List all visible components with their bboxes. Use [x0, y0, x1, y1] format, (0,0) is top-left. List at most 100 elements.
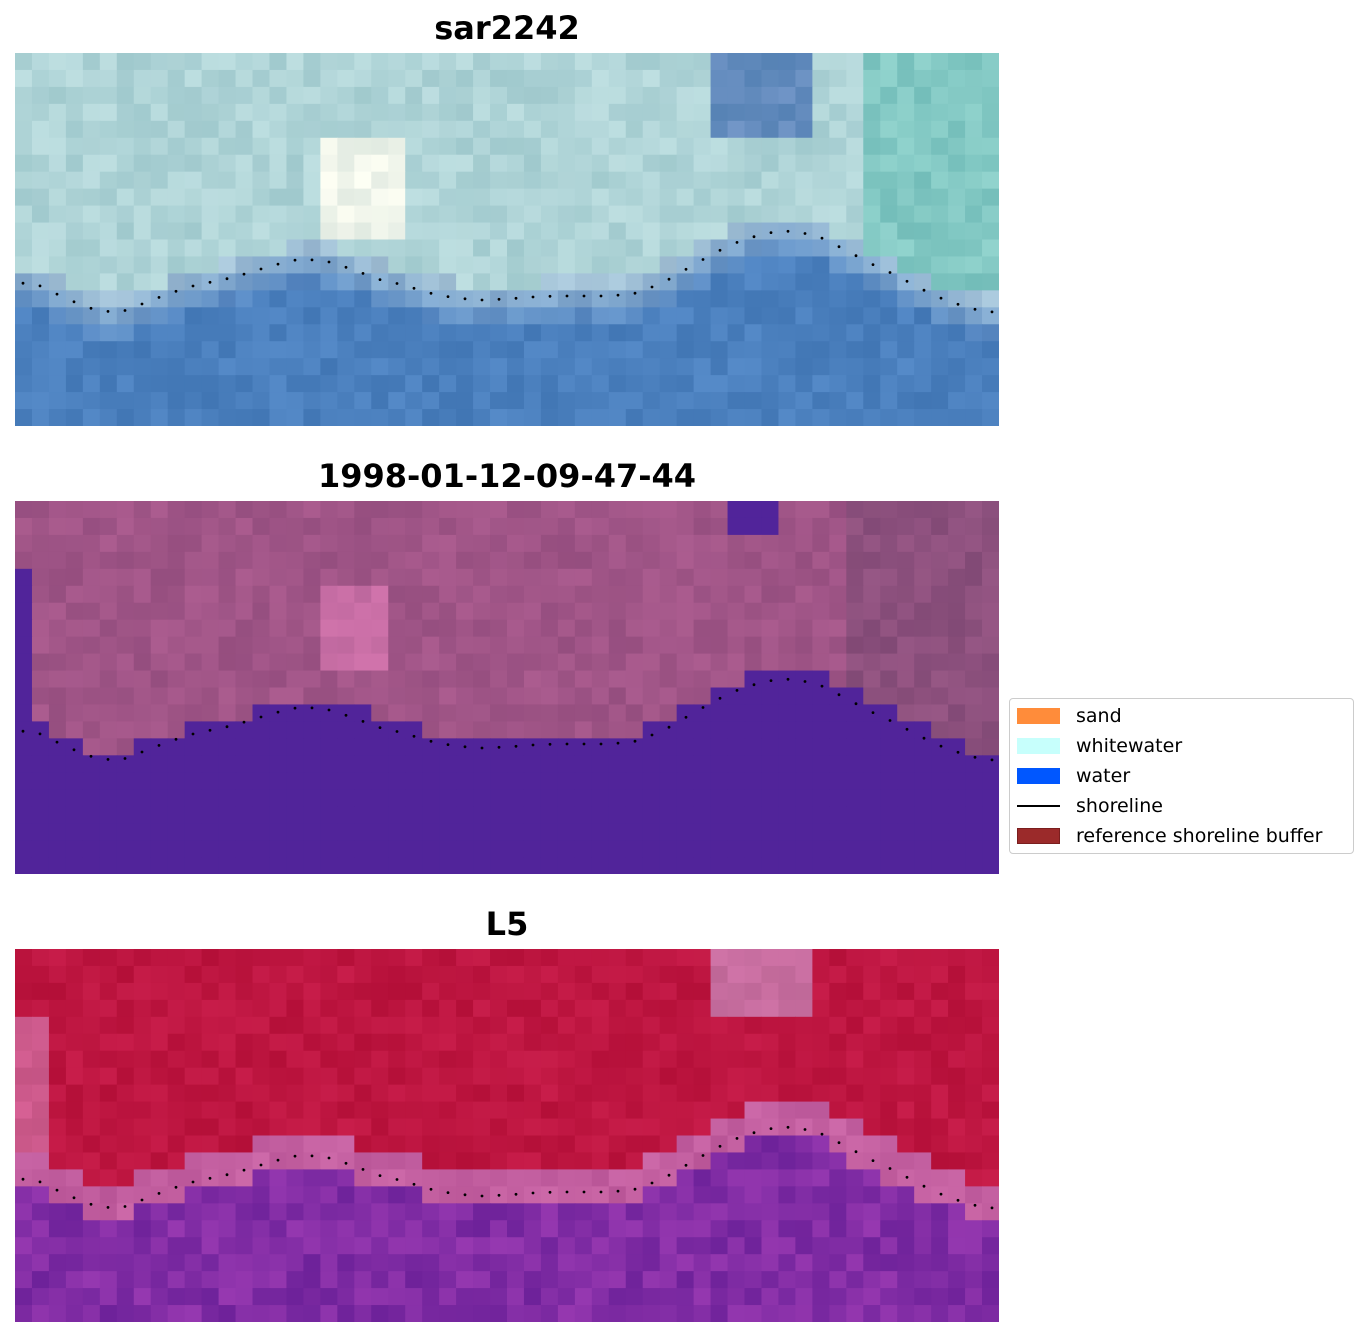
image-pixel [252, 653, 271, 672]
image-pixel [914, 1101, 932, 1120]
image-pixel [235, 86, 254, 105]
image-pixel [659, 704, 678, 722]
image-pixel [625, 585, 644, 604]
image-pixel [82, 1237, 101, 1255]
image-pixel [982, 1237, 999, 1255]
image-pixel [574, 755, 593, 773]
image-pixel [846, 585, 864, 604]
image-pixel [829, 154, 847, 173]
image-pixel [642, 517, 661, 536]
image-pixel [405, 1186, 423, 1204]
image-pixel [269, 551, 288, 570]
image-pixel [303, 949, 321, 967]
image-pixel [150, 1305, 169, 1322]
image-pixel [388, 409, 406, 426]
image-pixel [65, 1186, 84, 1204]
image-pixel [422, 256, 440, 274]
image-pixel [880, 806, 898, 824]
image-pixel [82, 239, 101, 258]
image-pixel [761, 704, 780, 722]
image-pixel [608, 840, 627, 858]
image-pixel [608, 324, 627, 342]
image-pixel [252, 585, 271, 604]
image-pixel [744, 982, 763, 1001]
image-pixel [456, 222, 474, 241]
image-pixel [133, 205, 152, 224]
image-pixel [523, 392, 542, 410]
image-pixel [99, 653, 118, 672]
image-pixel [490, 1254, 508, 1272]
image-pixel [744, 103, 763, 122]
shoreline-point [157, 744, 161, 747]
image-pixel [591, 1016, 610, 1035]
image-pixel [931, 1152, 949, 1170]
image-pixel [99, 857, 118, 874]
image-pixel [676, 239, 695, 258]
image-pixel [557, 307, 576, 325]
image-pixel [557, 1305, 576, 1322]
image-pixel [456, 965, 474, 984]
image-pixel [439, 341, 457, 359]
image-pixel [150, 619, 169, 638]
image-pixel [235, 341, 254, 359]
image-pixel [133, 1305, 152, 1322]
image-pixel [948, 602, 966, 621]
image-pixel [778, 290, 797, 308]
image-pixel [31, 772, 50, 790]
image-pixel [167, 188, 186, 207]
image-pixel [676, 1101, 695, 1120]
image-pixel [812, 670, 830, 689]
image-pixel [286, 1186, 305, 1204]
image-pixel [439, 1288, 457, 1306]
image-pixel [218, 53, 237, 71]
image-pixel [523, 222, 542, 241]
image-pixel [982, 602, 999, 621]
image-pixel [422, 772, 440, 790]
image-pixel [269, 1067, 288, 1086]
image-pixel [422, 619, 440, 638]
image-pixel [693, 1033, 712, 1052]
shoreline-point [106, 310, 110, 313]
image-pixel [15, 1135, 33, 1154]
image-pixel [456, 120, 474, 139]
image-pixel [286, 568, 305, 587]
image-pixel [507, 517, 525, 536]
image-pixel [31, 585, 50, 604]
image-pixel [354, 188, 372, 207]
image-pixel [761, 1135, 780, 1154]
image-pixel [48, 1203, 67, 1221]
image-pixel [625, 69, 644, 88]
image-pixel [184, 670, 203, 689]
image-pixel [405, 551, 423, 570]
image-pixel [473, 222, 491, 241]
image-pixel [184, 86, 203, 105]
image-pixel [286, 806, 305, 824]
image-pixel [371, 307, 389, 325]
image-pixel [693, 1118, 712, 1137]
image-pixel [252, 501, 271, 519]
image-pixel [897, 517, 915, 536]
image-pixel [574, 1186, 593, 1204]
image-pixel [354, 857, 372, 874]
image-pixel [337, 358, 355, 376]
image-pixel [201, 517, 220, 536]
image-pixel [591, 999, 610, 1018]
image-pixel [812, 789, 830, 807]
image-pixel [574, 585, 593, 604]
image-pixel [931, 806, 949, 824]
image-pixel [354, 103, 372, 122]
image-pixel [167, 738, 186, 756]
image-pixel [201, 999, 220, 1018]
image-pixel [15, 1033, 33, 1052]
image-pixel [914, 1033, 932, 1052]
image-pixel [642, 86, 661, 105]
image-pixel [65, 171, 84, 190]
image-pixel [591, 1135, 610, 1154]
image-pixel [727, 392, 746, 410]
image-pixel [150, 1084, 169, 1103]
image-pixel [625, 1186, 644, 1204]
image-pixel [625, 823, 644, 841]
shoreline-point [939, 744, 943, 748]
image-pixel [337, 1237, 355, 1255]
image-pixel [948, 653, 966, 672]
